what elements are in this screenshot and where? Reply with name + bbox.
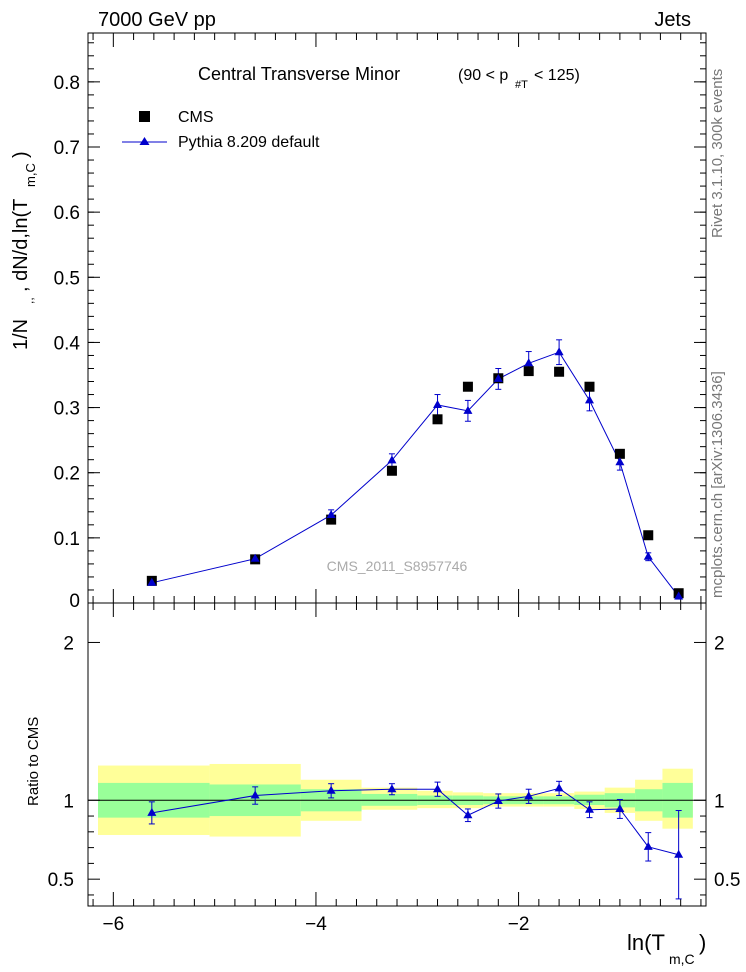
ratio-ytick-label-right: 2 <box>714 633 725 654</box>
main-ytick-label-zero: 0 <box>69 591 80 612</box>
pythia-point <box>674 591 684 600</box>
pythia-point <box>643 551 653 560</box>
ratio-point <box>326 785 336 794</box>
pythia-point <box>584 395 594 404</box>
ratio-frame <box>87 602 707 907</box>
title-cut-sub: #T <box>515 79 528 91</box>
main-ylabel: 1/N ,, , dN/d,ln(T m,C ) <box>10 151 38 350</box>
main-series <box>146 339 684 600</box>
ylabel-dots: ,, <box>22 297 36 304</box>
ratio-series <box>147 780 684 900</box>
pythia-point <box>463 405 473 414</box>
ylabel-end: ) <box>10 151 32 158</box>
ratio-point <box>584 804 594 813</box>
pythia-point <box>615 457 625 466</box>
ratio-point <box>615 803 625 812</box>
main-ytick-label: 0.8 <box>54 73 80 94</box>
pythia-point <box>147 577 157 586</box>
ratio-point <box>674 849 684 858</box>
rivet-label: Rivet 3.1.10, 300k events <box>709 69 726 238</box>
watermark: CMS_2011_S8957746 <box>327 558 468 574</box>
ratio-point <box>524 791 534 800</box>
main-ytick-label: 0.6 <box>54 203 80 224</box>
ratio-ylabel: Ratio to CMS <box>25 717 42 806</box>
pythia-point <box>524 358 534 367</box>
pythia-point <box>554 347 564 356</box>
pythia-point <box>493 373 503 382</box>
pythia-point <box>326 510 336 519</box>
ratio-ytick-label-right: 1 <box>714 791 725 812</box>
main-axes: 0.1 0.2 0.3 0.4 0.5 0.6 0.7 0.8 0 <box>54 32 707 612</box>
ratio-point <box>643 841 653 850</box>
legend-label-pythia: Pythia 8.209 default <box>178 134 320 151</box>
ratio-ytick-label: 0.5 <box>48 870 74 891</box>
legend-marker-cms <box>139 111 150 122</box>
cms-point <box>523 366 534 377</box>
cms-point <box>554 366 565 377</box>
pythia-point <box>250 553 260 562</box>
xtick-label: −2 <box>508 914 530 935</box>
cms-point <box>462 381 473 392</box>
energy-label: 7000 GeV pp <box>98 9 216 31</box>
ylabel-main: 1/N <box>10 319 32 350</box>
legend-marker-pythia <box>139 137 150 145</box>
title-cut-end: < 125) <box>534 67 580 84</box>
ratio-point <box>554 783 564 792</box>
cms-point <box>386 465 397 476</box>
legend-label-cms: CMS <box>178 109 214 126</box>
ylabel-rest: , dN/d,ln(T <box>10 199 32 292</box>
cms-point <box>432 414 443 425</box>
pythia-point <box>433 399 443 408</box>
title-cut: (90 < p <box>458 67 508 84</box>
cms-point <box>326 514 337 525</box>
cms-point <box>614 448 625 459</box>
ratio-ytick-label: 2 <box>63 633 74 654</box>
cms-point <box>643 530 654 541</box>
legend: CMS Pythia 8.209 default <box>122 109 320 151</box>
cms-point <box>584 381 595 392</box>
process-label: Jets <box>654 9 691 31</box>
main-ytick-label: 0.7 <box>54 138 80 159</box>
main-ytick-label: 0.4 <box>54 333 81 354</box>
chart-title: Central Transverse Minor <box>198 64 400 84</box>
main-ytick-label: 0.1 <box>54 529 80 550</box>
ratio-point <box>147 807 157 816</box>
ratio-axes: 0.5 0.5 1 1 2 2 −6 −4 −2 <box>48 602 740 935</box>
xlabel: ln(T <box>627 930 665 955</box>
xtick-label: −6 <box>102 914 124 935</box>
main-ytick-label: 0.2 <box>54 464 80 485</box>
ratio-ytick-label-right: 0.5 <box>714 870 740 891</box>
mcplots-label: mcplots.cern.ch [arXiv:1306.3436] <box>709 371 726 598</box>
ratio-point <box>387 784 397 793</box>
xlabel-end: ) <box>699 930 706 955</box>
ratio-point <box>433 784 443 793</box>
ratio-point <box>463 810 473 819</box>
x-axis-label: ln(T m,C ) <box>627 930 706 967</box>
ratio-bands <box>88 763 706 837</box>
ylabel-sub: m,C <box>23 163 38 187</box>
pythia-point <box>387 455 397 464</box>
main-ytick-label: 0.5 <box>54 268 80 289</box>
main-ytick-label: 0.3 <box>54 399 80 420</box>
xtick-label: −4 <box>305 914 327 935</box>
ratio-ytick-label: 1 <box>63 791 74 812</box>
xlabel-sub: m,C <box>669 951 695 967</box>
ratio-point <box>493 796 503 805</box>
ratio-point <box>250 790 260 799</box>
